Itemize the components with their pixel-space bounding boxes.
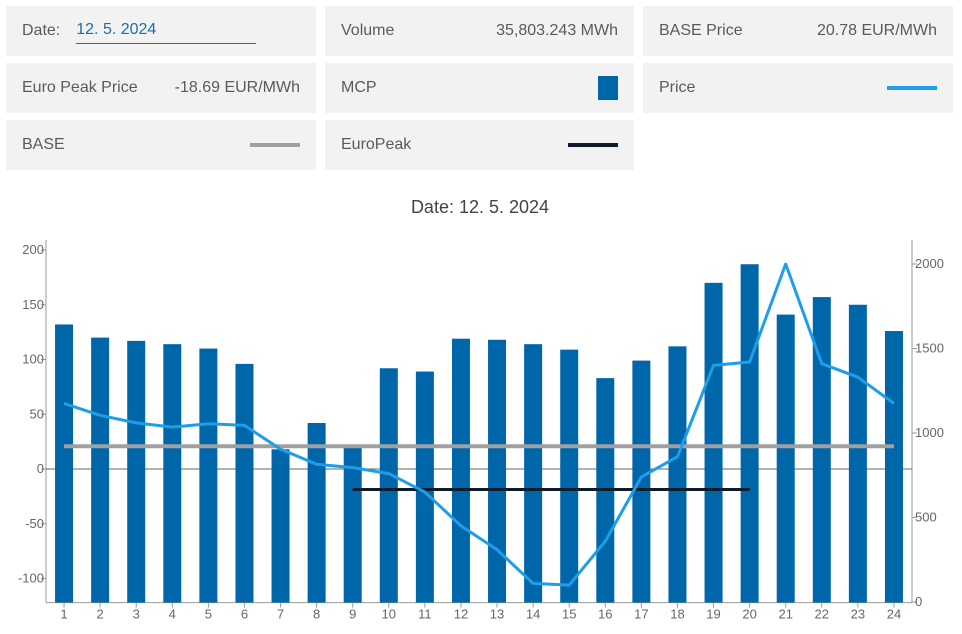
- mcp-bar[interactable]: [307, 423, 326, 603]
- x-tick-label: 6: [241, 607, 248, 622]
- mcp-bar[interactable]: [524, 344, 543, 603]
- x-tick-label: 18: [670, 607, 684, 622]
- euro-peak-price-card: Euro Peak Price -18.69 EUR/MWh: [6, 63, 316, 113]
- mcp-bar[interactable]: [560, 349, 579, 603]
- mcp-legend-label: MCP: [341, 79, 377, 96]
- europeak-legend-label: EuroPeak: [341, 136, 412, 153]
- x-tick-label: 15: [562, 607, 576, 622]
- mcp-bar[interactable]: [848, 304, 867, 603]
- x-tick-label: 20: [742, 607, 756, 622]
- x-tick-label: 16: [598, 607, 612, 622]
- mcp-bar[interactable]: [776, 314, 795, 603]
- volume-label: Volume: [341, 22, 395, 39]
- europeak-legend-card[interactable]: EuroPeak: [325, 120, 634, 170]
- x-tick-label: 11: [418, 607, 432, 622]
- volume-value: 35,803.243 MWh: [496, 22, 618, 39]
- mcp-bar[interactable]: [488, 339, 507, 603]
- x-tick-label: 17: [634, 607, 648, 622]
- volume-card: Volume 35,803.243 MWh: [325, 6, 634, 56]
- right-tick-label: 2000: [915, 256, 944, 271]
- price-legend-swatch: [887, 86, 937, 90]
- price-legend-label: Price: [659, 79, 696, 96]
- right-tick-label: 500: [915, 510, 937, 525]
- x-tick-label: 19: [706, 607, 720, 622]
- mcp-bar[interactable]: [632, 360, 651, 603]
- mcp-bar[interactable]: [91, 337, 110, 603]
- mcp-bar[interactable]: [668, 346, 687, 603]
- x-tick-label: 23: [851, 607, 865, 622]
- euro-peak-price-value: -18.69 EUR/MWh: [174, 79, 300, 96]
- base-price-label: BASE Price: [659, 22, 743, 39]
- mcp-bar[interactable]: [163, 344, 182, 603]
- mcp-bar[interactable]: [271, 449, 290, 603]
- base-legend-label: BASE: [22, 136, 65, 153]
- x-tick-label: 8: [313, 607, 320, 622]
- base-legend-swatch: [250, 143, 300, 147]
- europeak-legend-swatch: [568, 143, 618, 147]
- left-tick-label: 50: [30, 406, 44, 421]
- mcp-bar[interactable]: [812, 297, 831, 603]
- mcp-legend-swatch: [598, 76, 618, 100]
- price-line: [63, 262, 895, 587]
- price-legend-card[interactable]: Price: [643, 63, 953, 113]
- left-tick-label: 0: [37, 461, 44, 476]
- mcp-bar[interactable]: [55, 324, 74, 603]
- chart-title: Date: 12. 5. 2024: [411, 197, 549, 217]
- base-legend-card[interactable]: BASE: [6, 120, 316, 170]
- x-tick-label: 14: [526, 607, 540, 622]
- x-tick-label: 24: [887, 607, 901, 622]
- mcp-bar[interactable]: [415, 371, 434, 603]
- mcp-bar[interactable]: [451, 338, 470, 603]
- mcp-bar[interactable]: [740, 264, 759, 603]
- x-tick-label: 22: [815, 607, 829, 622]
- x-tick-label: 9: [349, 607, 356, 622]
- left-tick-label: -50: [25, 516, 44, 531]
- right-tick-label: 1000: [915, 425, 944, 440]
- x-tick-label: 5: [205, 607, 212, 622]
- right-tick-label: 0: [915, 594, 922, 609]
- mcp-bar[interactable]: [704, 282, 723, 603]
- left-tick-label: -100: [18, 571, 44, 586]
- price-chart: Date: 12. 5. 2024 200150100500-50-100200…: [18, 197, 944, 622]
- euro-peak-price-label: Euro Peak Price: [22, 79, 138, 96]
- left-tick-label: 150: [22, 297, 44, 312]
- x-tick-label: 1: [60, 607, 67, 622]
- mcp-legend-card[interactable]: MCP: [325, 63, 634, 113]
- date-label: Date:: [22, 22, 61, 39]
- x-tick-label: 12: [454, 607, 468, 622]
- x-tick-label: 10: [382, 607, 396, 622]
- mcp-bar[interactable]: [235, 363, 254, 603]
- x-tick-label: 3: [133, 607, 140, 622]
- base-price-card: BASE Price 20.78 EUR/MWh: [643, 6, 953, 56]
- x-tick-label: 13: [490, 607, 504, 622]
- mcp-bar[interactable]: [379, 368, 398, 603]
- right-tick-label: 1500: [915, 341, 944, 356]
- x-tick-label: 21: [778, 607, 792, 622]
- x-tick-label: 4: [169, 607, 176, 622]
- left-tick-label: 100: [22, 352, 44, 367]
- left-tick-label: 200: [22, 242, 44, 257]
- date-input[interactable]: [76, 18, 257, 44]
- date-card: Date:: [6, 6, 316, 56]
- x-tick-label: 7: [277, 607, 284, 622]
- base-price-value: 20.78 EUR/MWh: [816, 22, 937, 39]
- mcp-bar[interactable]: [343, 447, 362, 603]
- mcp-bar[interactable]: [127, 340, 146, 603]
- mcp-bar[interactable]: [884, 331, 903, 603]
- mcp-bar[interactable]: [199, 348, 218, 603]
- x-tick-label: 2: [97, 607, 104, 622]
